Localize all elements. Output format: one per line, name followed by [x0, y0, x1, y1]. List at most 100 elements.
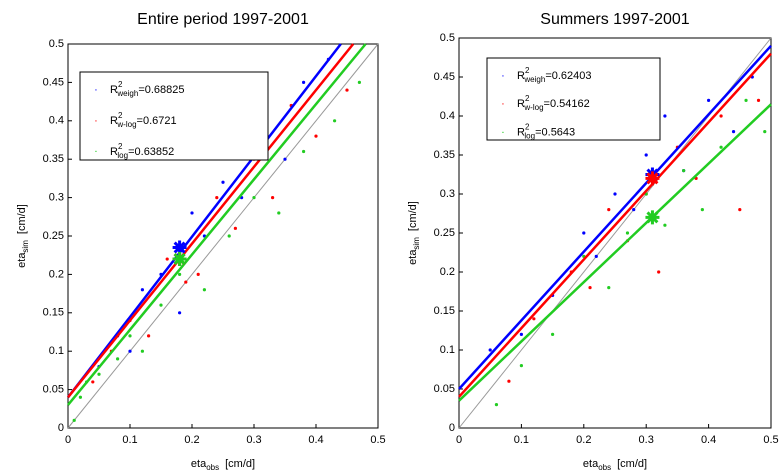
legend-value: =0.5643 [535, 126, 575, 138]
point [607, 208, 611, 212]
x-tick-label: 0.4 [308, 434, 323, 446]
point [731, 130, 736, 134]
legend-entry: R2 log=0.5643 [517, 122, 575, 140]
y-tick-label: 0.2 [440, 266, 455, 278]
y-tick-label: 0.5 [49, 38, 64, 50]
legend-r: R [110, 84, 118, 96]
point [625, 231, 630, 235]
legend-entry: R2 w-log=0.6721 [110, 111, 177, 129]
point [632, 208, 636, 212]
point [128, 334, 132, 338]
legend-r: R [517, 98, 525, 110]
point [302, 80, 306, 84]
point [140, 349, 144, 353]
point [178, 272, 182, 276]
legend-r: R [517, 126, 525, 138]
x-axis-label-main: eta [583, 458, 599, 470]
point [91, 380, 95, 384]
point [700, 208, 704, 212]
y-axis-label-unit: [cm/d] [16, 204, 28, 234]
point [756, 98, 761, 102]
legend-sub: w-log [523, 103, 543, 112]
y-axis-label-sub: sim [412, 237, 421, 250]
point [283, 157, 287, 161]
point [594, 254, 598, 258]
legend [486, 57, 661, 141]
chart-title: Summers 1997-2001 [540, 11, 690, 28]
x-axis-label-sub: obs [206, 463, 219, 472]
legend-sup: 2 [118, 142, 123, 151]
x-axis-label: etaobs [cm/d] [191, 458, 255, 472]
point [165, 257, 169, 261]
point [663, 114, 667, 118]
x-tick-label: 0.5 [763, 434, 778, 446]
point [519, 364, 524, 368]
x-tick-label: 0 [65, 434, 71, 446]
y-tick-label: 0.35 [434, 149, 455, 161]
point [744, 98, 748, 102]
point [719, 114, 723, 118]
point [215, 196, 219, 200]
point [488, 348, 492, 352]
point [663, 223, 667, 227]
point [519, 332, 524, 336]
y-tick-label: 0.4 [440, 110, 455, 122]
legend-value: =0.63852 [128, 146, 174, 158]
point [202, 288, 206, 292]
point [302, 149, 306, 154]
fit-line [67, 43, 342, 399]
mean-marker [645, 171, 660, 186]
y-axis-label-sub: sim [21, 240, 30, 253]
legend-entry: R2 log=0.63852 [110, 142, 174, 160]
y-tick-label: 0.35 [43, 153, 64, 165]
y-axis-label-main: eta [407, 249, 419, 265]
point [314, 134, 318, 138]
legend-r: R [110, 146, 118, 158]
legend-sub: weigh [523, 75, 545, 84]
point [507, 379, 511, 383]
y-tick-label: 0.1 [49, 345, 64, 357]
legend-marker: · [501, 126, 505, 138]
x-tick-label: 0 [456, 434, 462, 446]
legend-sup: 2 [525, 66, 530, 75]
legend-value: =0.62403 [545, 70, 591, 82]
y-axis-label-unit: [cm/d] [407, 201, 419, 231]
y-axis-label-main: eta [16, 252, 28, 268]
mean-marker [172, 240, 187, 255]
y-tick-label: 0.05 [43, 384, 64, 396]
x-tick-label: 0.1 [514, 434, 529, 446]
legend-sub: weigh [116, 89, 138, 98]
y-tick-label: 0.4 [49, 115, 64, 127]
point [532, 317, 536, 321]
legend-sub: w-log [116, 120, 136, 129]
point [582, 231, 586, 235]
legend-sup: 2 [118, 80, 123, 89]
point [178, 311, 182, 315]
point [494, 403, 499, 407]
y-tick-label: 0.1 [440, 344, 455, 356]
legend-sup: 2 [525, 122, 530, 131]
y-tick-label: 0 [58, 422, 64, 434]
fit-line [67, 43, 355, 399]
point [607, 286, 611, 290]
point [277, 211, 281, 215]
fit-line [458, 52, 772, 398]
point [196, 272, 200, 276]
point [227, 234, 231, 238]
point [271, 196, 275, 200]
legend-marker: · [94, 146, 98, 158]
x-axis-label-main: eta [191, 458, 207, 470]
y-tick-label: 0 [449, 422, 455, 434]
point [159, 303, 163, 307]
point [357, 80, 361, 84]
legend-marker: · [501, 98, 505, 110]
point [97, 372, 101, 376]
y-tick-label: 0.45 [434, 71, 455, 83]
point [72, 418, 76, 422]
x-tick-label: 0.3 [639, 434, 654, 446]
point [551, 332, 555, 336]
legend-marker: · [94, 115, 98, 127]
y-axis-label: etasim [cm/d] [16, 204, 30, 268]
point [738, 208, 742, 212]
